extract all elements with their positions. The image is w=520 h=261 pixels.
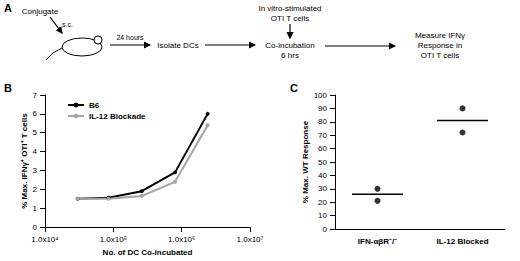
- svg-text:2: 2: [33, 185, 38, 194]
- svg-text:70: 70: [318, 131, 327, 140]
- svg-text:No. of DC Co-incubated: No. of DC Co-incubated: [103, 248, 193, 257]
- svg-text:0: 0: [323, 225, 328, 234]
- svg-text:IL-12 Blocked: IL-12 Blocked: [436, 237, 488, 246]
- svg-text:6 hrs: 6 hrs: [281, 51, 299, 60]
- svg-text:60: 60: [318, 144, 327, 153]
- svg-text:C: C: [290, 82, 298, 94]
- svg-text:7: 7: [33, 91, 38, 100]
- svg-text:30: 30: [318, 184, 327, 193]
- svg-text:1: 1: [33, 204, 38, 213]
- svg-text:40: 40: [318, 171, 327, 180]
- svg-text:IL-12 Blockade: IL-12 Blockade: [89, 112, 146, 121]
- svg-text:4: 4: [33, 147, 38, 156]
- svg-text:Conjugate: Conjugate: [22, 7, 59, 16]
- svg-text:6: 6: [33, 109, 38, 118]
- svg-text:Isolate DCs: Isolate DCs: [157, 41, 198, 50]
- svg-text:IFN-αβR⁻/⁻: IFN-αβR⁻/⁻: [358, 237, 397, 246]
- svg-text:3: 3: [33, 166, 38, 175]
- svg-text:B: B: [4, 82, 12, 94]
- svg-text:OTI T cells: OTI T cells: [421, 51, 459, 60]
- svg-text:Measure IFNγ: Measure IFNγ: [415, 31, 465, 40]
- svg-text:0: 0: [33, 223, 38, 232]
- svg-text:20: 20: [318, 198, 327, 207]
- svg-text:100: 100: [314, 91, 328, 100]
- svg-text:1.0x10⁶: 1.0x10⁶: [168, 235, 195, 244]
- svg-text:B6: B6: [89, 101, 100, 110]
- svg-text:50: 50: [318, 158, 327, 167]
- svg-text:5: 5: [33, 128, 38, 137]
- svg-text:24 hours: 24 hours: [116, 34, 144, 41]
- svg-text:1.0x10⁷: 1.0x10⁷: [237, 235, 264, 244]
- svg-text:% Max. WT Response: % Max. WT Response: [301, 120, 310, 203]
- svg-text:1.0x10⁴: 1.0x10⁴: [31, 235, 59, 244]
- svg-text:80: 80: [318, 117, 327, 126]
- svg-text:Response in: Response in: [418, 41, 462, 50]
- svg-text:% Max. IFNγ⁺ OTI⁺ T cells: % Max. IFNγ⁺ OTI⁺ T cells: [20, 113, 29, 209]
- svg-text:s.c.: s.c.: [62, 21, 73, 28]
- svg-text:10: 10: [318, 211, 327, 220]
- svg-text:In vitro-stimulated: In vitro-stimulated: [258, 4, 321, 13]
- svg-text:OTI T cells: OTI T cells: [271, 14, 309, 23]
- svg-text:Co-incubation: Co-incubation: [265, 41, 314, 50]
- svg-text:A: A: [4, 2, 12, 14]
- svg-text:1.0x10⁵: 1.0x10⁵: [100, 235, 127, 244]
- svg-text:90: 90: [318, 104, 327, 113]
